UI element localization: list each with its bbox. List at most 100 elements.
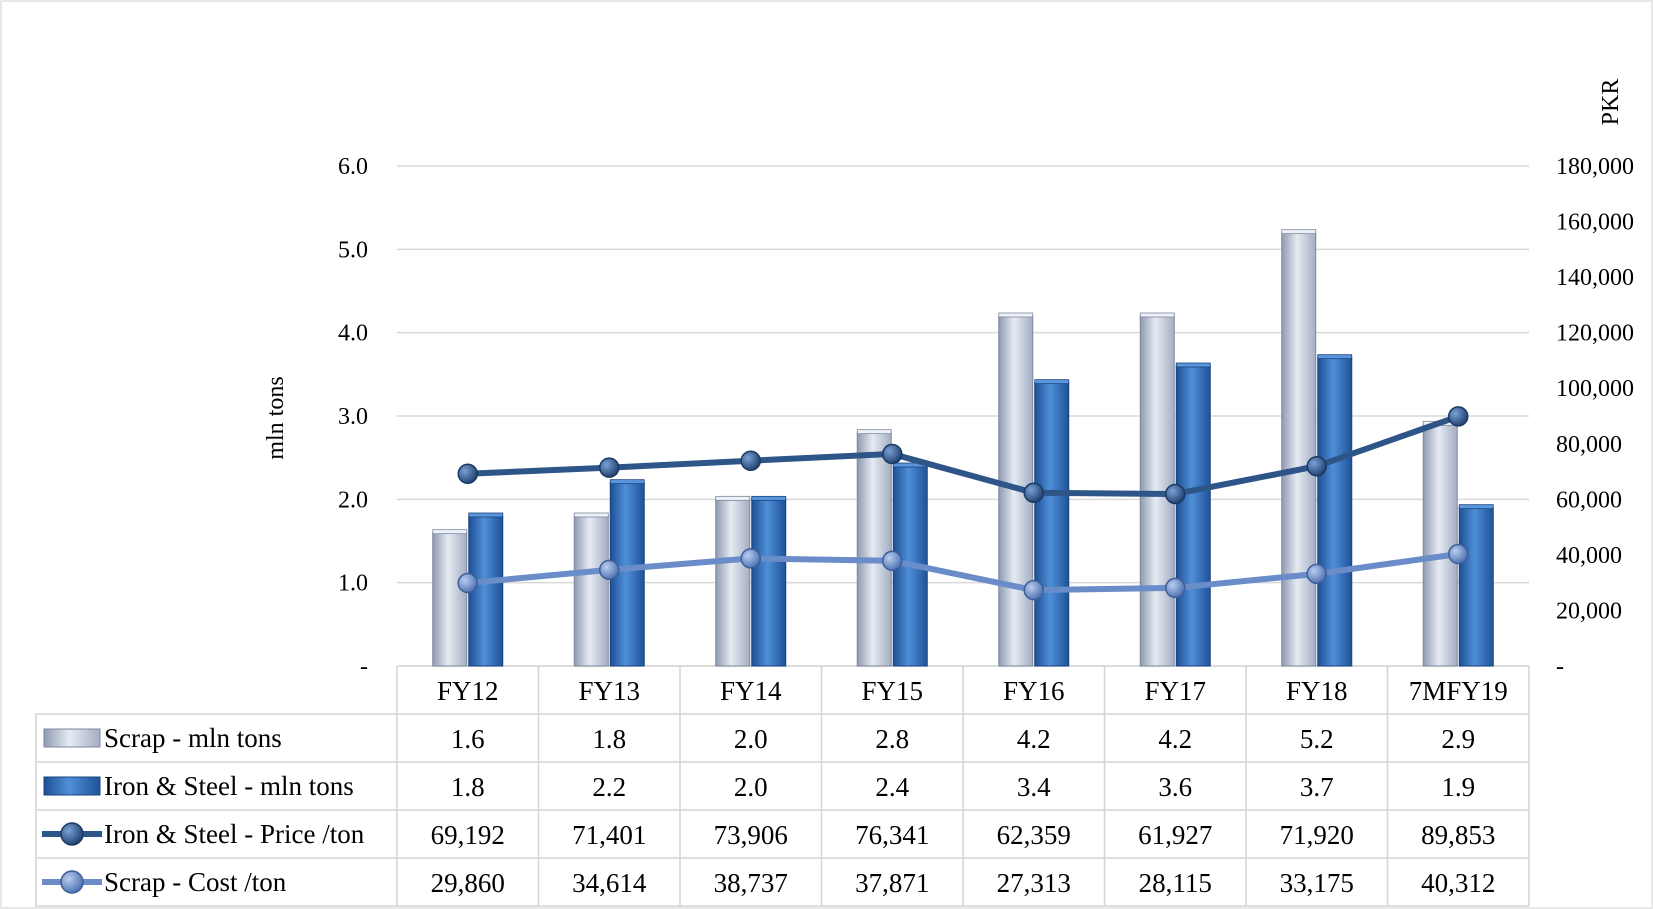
data-value-label: 37,871 <box>855 868 929 898</box>
iron-steel-bar-cap <box>1034 379 1070 385</box>
category-label: 7MFY19 <box>1409 676 1508 706</box>
scrap-bar <box>573 515 609 667</box>
category-label: FY13 <box>578 676 640 706</box>
right-tick-label: 20,000 <box>1556 598 1622 624</box>
left-tick-label: 4.0 <box>338 321 368 347</box>
data-value-label: 4.2 <box>1017 724 1051 754</box>
data-value-label: 4.2 <box>1158 724 1192 754</box>
data-value-label: 27,313 <box>997 868 1071 898</box>
data-value-label: 2.4 <box>875 772 909 802</box>
data-value-label: 2.2 <box>592 772 626 802</box>
left-tick-label: 3.0 <box>338 404 368 430</box>
table-row: Iron & Steel - Price /ton 69,192 71,401 73,… <box>42 819 1495 850</box>
data-value-label: 1.9 <box>1441 772 1475 802</box>
category-label: FY14 <box>720 676 782 706</box>
data-value-label: 1.8 <box>592 724 626 754</box>
series-name: Iron & Steel - mln tons <box>104 771 354 801</box>
data-value-label: 69,192 <box>431 820 505 850</box>
bars <box>432 229 1494 667</box>
table-row: Iron & Steel - mln tons 1.8 2.2 2.0 2.4 3.4 3.… <box>43 771 1475 802</box>
iron-steel-bar <box>1317 357 1353 667</box>
data-value-label: 73,906 <box>714 820 788 850</box>
iron-steel-bar <box>751 498 787 667</box>
table-row: Scrap - Cost /ton 29,860 34,614 38,737 37,87… <box>42 867 1495 898</box>
scrap-bar-cap <box>1139 312 1175 318</box>
gridlines <box>397 165 1529 667</box>
left-axis: - 1.0 2.0 3.0 4.0 5.0 6.0 <box>338 154 368 680</box>
iron-steel-bar-cap <box>1175 362 1211 368</box>
scrap-cost-line <box>467 551 1459 594</box>
category-label: FY15 <box>861 676 923 706</box>
left-tick-label: 2.0 <box>338 487 368 513</box>
data-value-label: 28,115 <box>1139 868 1212 898</box>
category-label: FY12 <box>437 676 499 706</box>
left-axis-label: mln tons <box>263 376 289 459</box>
data-value-label: 2.9 <box>1441 724 1475 754</box>
left-tick-label: 6.0 <box>338 154 368 180</box>
right-tick-label: 160,000 <box>1556 210 1634 236</box>
left-tick-label: - <box>360 654 368 680</box>
right-tick-label: 120,000 <box>1556 321 1634 347</box>
series-name: Scrap - Cost /ton <box>104 867 287 897</box>
data-table: FY12 FY13 FY14 FY15 FY16 FY17 FY18 7MFY19 Scrap … <box>35 666 1530 907</box>
iron-steel-price-line <box>467 413 1460 497</box>
right-tick-label: 140,000 <box>1556 265 1634 291</box>
scrap-cost-point <box>882 550 903 572</box>
right-tick-label: 180,000 <box>1556 154 1634 180</box>
data-value-label: 38,737 <box>714 868 788 898</box>
data-value-label: 2.8 <box>875 724 909 754</box>
scrap-cost-point <box>740 548 761 569</box>
series-name: Iron & Steel - Price /ton <box>104 819 365 849</box>
right-tick-label: 80,000 <box>1556 432 1622 458</box>
lines <box>457 406 1469 601</box>
data-value-label: 2.0 <box>734 724 768 754</box>
iron-steel-price-point <box>599 457 620 478</box>
data-value-label: 71,920 <box>1280 820 1354 850</box>
category-label: FY17 <box>1144 676 1206 706</box>
table-row: Scrap - mln tons 1.6 1.8 2.0 2.8 4.2 4.2 5.2 2.9 <box>43 723 1475 754</box>
scrap-bar-cap <box>432 529 468 535</box>
data-value-label: 71,401 <box>572 820 646 850</box>
data-value-label: 3.4 <box>1017 772 1051 802</box>
scrap-bar-cap <box>998 312 1034 318</box>
scrap-bar <box>432 532 468 667</box>
left-tick-label: 1.0 <box>338 571 368 597</box>
data-value-label: 2.0 <box>734 772 768 802</box>
iron-steel-bar <box>1034 382 1070 667</box>
scrap-cost-point <box>599 559 620 581</box>
legend-key-bar <box>43 728 101 748</box>
data-value-label: 3.7 <box>1300 772 1334 802</box>
iron-steel-price-point <box>740 450 761 471</box>
right-tick-label: 60,000 <box>1556 487 1622 513</box>
iron-steel-bar-cap <box>751 495 787 501</box>
scrap-cost-point <box>457 572 478 594</box>
data-value-label: 61,927 <box>1138 820 1212 850</box>
right-tick-label: - <box>1556 654 1564 680</box>
iron-steel-bar-cap <box>468 512 504 518</box>
scrap-bar-cap <box>715 495 751 501</box>
data-value-label: 3.6 <box>1158 772 1192 802</box>
iron-steel-bar-cap <box>1458 504 1494 510</box>
scrap-bar <box>715 498 751 667</box>
data-value-label: 76,341 <box>855 820 929 850</box>
scrap-bar <box>1422 423 1458 667</box>
scrap-bar <box>856 432 892 667</box>
legend-key-marker <box>60 822 84 846</box>
data-value-label: 1.6 <box>451 724 485 754</box>
scrap-bar-cap <box>1281 229 1317 235</box>
series-name: Scrap - mln tons <box>104 723 282 753</box>
iron-steel-price-point <box>1165 483 1186 505</box>
iron-steel-price-point <box>1306 455 1327 477</box>
category-label: FY18 <box>1286 676 1348 706</box>
data-value-label: 1.8 <box>451 772 485 802</box>
data-value-label: 40,312 <box>1421 868 1495 898</box>
data-value-label: 33,175 <box>1280 868 1354 898</box>
data-value-label: 62,359 <box>997 820 1071 850</box>
iron-steel-bar-cap <box>1317 354 1353 360</box>
data-value-label: 89,853 <box>1421 820 1495 850</box>
right-axis-label: PKR <box>1598 79 1624 126</box>
right-axis: - 20,000 40,000 60,000 80,000 100,000 120,000 1… <box>1556 154 1634 680</box>
legend-key-marker <box>60 870 84 894</box>
